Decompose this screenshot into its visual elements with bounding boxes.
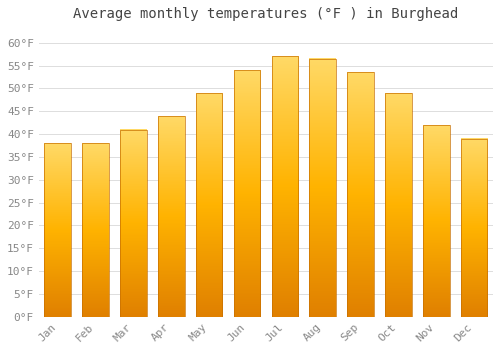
Title: Average monthly temperatures (°F ) in Burghead: Average monthly temperatures (°F ) in Bu… bbox=[74, 7, 458, 21]
Bar bbox=[82, 143, 109, 317]
Bar bbox=[44, 143, 71, 317]
Bar bbox=[272, 56, 298, 317]
Bar bbox=[158, 116, 184, 317]
Bar bbox=[234, 70, 260, 317]
Bar bbox=[461, 139, 487, 317]
Bar bbox=[196, 93, 222, 317]
Bar bbox=[120, 130, 146, 317]
Bar bbox=[423, 125, 450, 317]
Bar bbox=[348, 72, 374, 317]
Bar bbox=[310, 59, 336, 317]
Bar bbox=[385, 93, 411, 317]
